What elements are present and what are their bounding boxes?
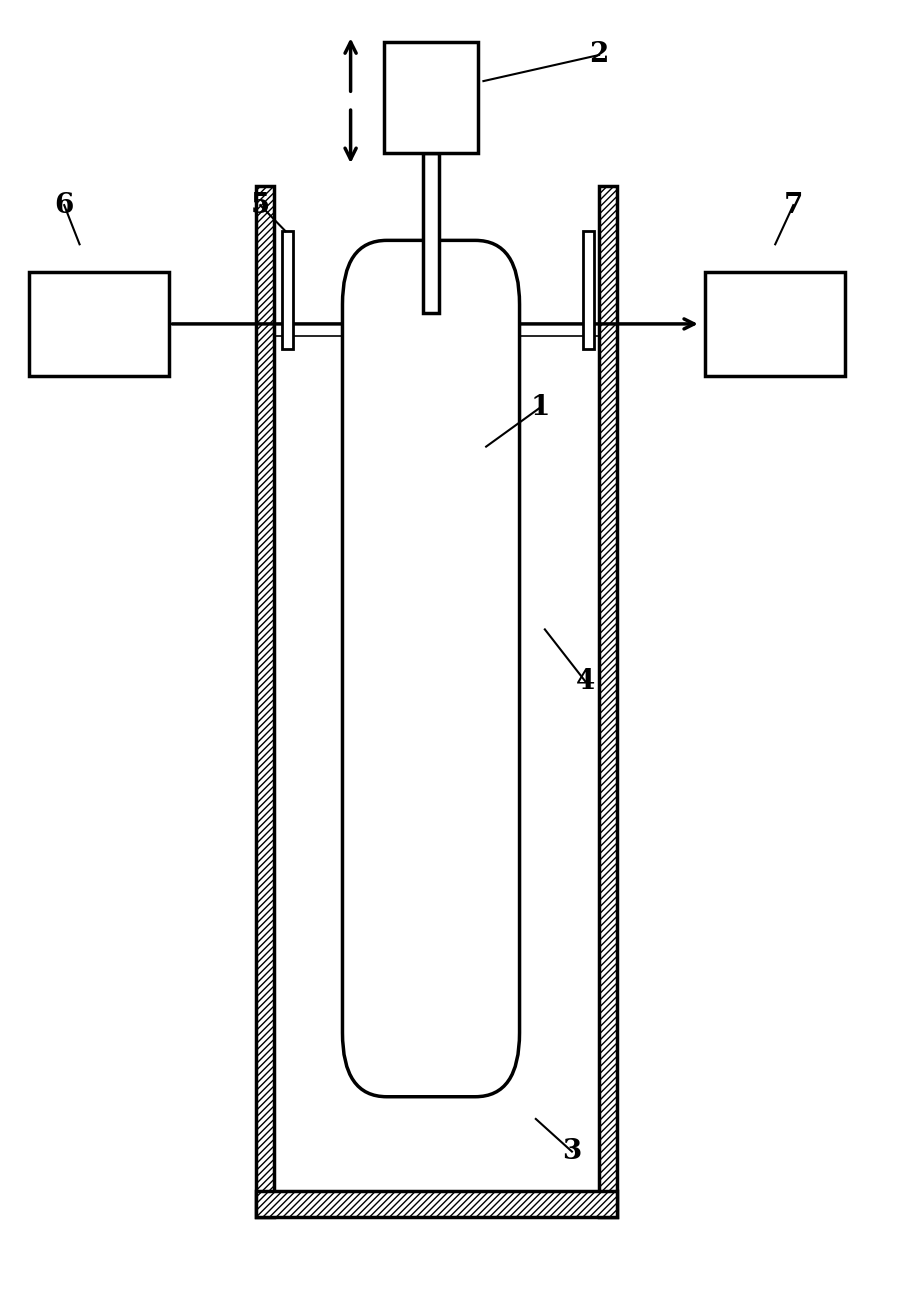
Bar [274, 1030, 599, 1190]
Text: 4: 4 [576, 669, 595, 695]
Bar [274, 336, 384, 1190]
Bar [255, 1190, 617, 1217]
Bar [599, 186, 617, 1217]
Text: 2: 2 [589, 42, 609, 68]
Text: 5: 5 [251, 191, 270, 219]
Bar [705, 271, 845, 376]
Bar [583, 231, 594, 349]
Text: 6: 6 [55, 191, 74, 219]
Text: 7: 7 [784, 191, 803, 219]
Text: 3: 3 [563, 1138, 582, 1165]
Bar [29, 271, 169, 376]
Bar [478, 336, 599, 1190]
Bar [384, 42, 478, 153]
FancyBboxPatch shape [343, 240, 520, 1097]
Bar [255, 186, 274, 1217]
Bar [423, 153, 439, 313]
Text: 1: 1 [531, 395, 550, 421]
Bar [282, 231, 293, 349]
